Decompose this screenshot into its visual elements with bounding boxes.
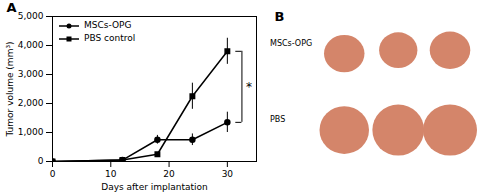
html-text:PBS control: PBS control [84, 33, 136, 43]
svg-text:*: * [246, 80, 252, 94]
svg-text:5,000: 5,000 [18, 11, 44, 21]
svg-text:A: A [7, 0, 17, 15]
svg-text:B: B [275, 9, 285, 24]
svg-text:30: 30 [222, 169, 234, 179]
svg-text:Tumor volume (mm³): Tumor volume (mm³) [5, 41, 15, 137]
svg-text:1,000: 1,000 [18, 127, 44, 137]
svg-text:PBS: PBS [270, 115, 285, 124]
svg-text:Days after implantation: Days after implantation [101, 182, 207, 192]
svg-text:0: 0 [50, 169, 56, 179]
svg-text:4,000: 4,000 [18, 40, 44, 50]
svg-text:3,000: 3,000 [18, 69, 44, 79]
svg-text:20: 20 [163, 169, 175, 179]
svg-text:0: 0 [38, 156, 44, 166]
html-text:MSCs-OPG: MSCs-OPG [84, 20, 132, 30]
svg-text:10: 10 [105, 169, 117, 179]
svg-text:2,000: 2,000 [18, 98, 44, 108]
svg-text:MSCs-OPG: MSCs-OPG [270, 39, 312, 48]
